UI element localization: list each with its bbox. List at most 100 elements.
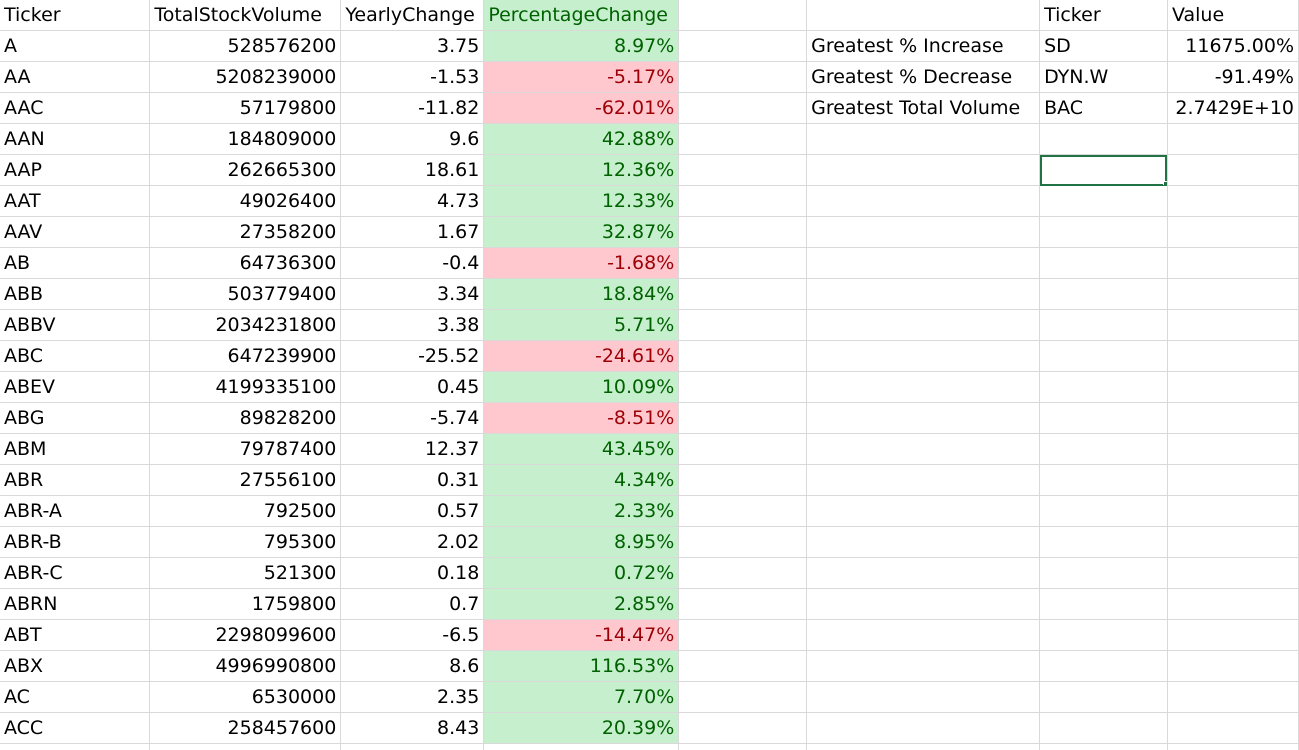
empty-cell[interactable] — [806, 371, 1041, 403]
yearly-change-cell[interactable]: 2.35 — [340, 681, 485, 713]
ticker-cell[interactable]: ABRN — [0, 588, 151, 620]
volume-cell[interactable]: 795300 — [149, 526, 342, 558]
empty-cell[interactable] — [1039, 278, 1168, 310]
yearly-change-cell[interactable]: -11.82 — [340, 92, 485, 124]
empty-cell[interactable] — [483, 743, 680, 750]
percentage-change-cell[interactable]: 5.71% — [483, 309, 680, 341]
empty-cell[interactable] — [340, 743, 485, 750]
empty-cell[interactable] — [806, 650, 1041, 682]
empty-cell[interactable] — [1167, 402, 1299, 434]
yearly-change-cell[interactable]: 9.6 — [340, 123, 485, 155]
percentage-change-cell[interactable]: 4.34% — [483, 464, 680, 496]
yearly-change-cell[interactable]: 18.61 — [340, 154, 485, 186]
empty-cell[interactable] — [678, 712, 808, 744]
empty-cell[interactable] — [806, 247, 1041, 279]
volume-cell[interactable]: 2034231800 — [149, 309, 342, 341]
volume-cell[interactable]: 521300 — [149, 557, 342, 589]
empty-cell[interactable] — [678, 309, 808, 341]
empty-cell[interactable] — [1167, 123, 1299, 155]
volume-cell[interactable]: 4199335100 — [149, 371, 342, 403]
volume-cell[interactable]: 1759800 — [149, 588, 342, 620]
volume-cell[interactable]: 89828200 — [149, 402, 342, 434]
volume-cell[interactable]: 64736300 — [149, 247, 342, 279]
percentage-change-cell[interactable]: -14.47% — [483, 619, 680, 651]
ticker-cell[interactable]: ABB — [0, 278, 151, 310]
percentage-change-cell[interactable]: 12.33% — [483, 185, 680, 217]
empty-cell[interactable] — [1039, 247, 1168, 279]
empty-cell[interactable] — [1167, 650, 1299, 682]
ticker-cell[interactable]: AAP — [0, 154, 151, 186]
percentage-change-cell[interactable]: 8.95% — [483, 526, 680, 558]
empty-cell[interactable] — [1039, 619, 1168, 651]
percentage-change-cell[interactable]: -62.01% — [483, 92, 680, 124]
empty-cell[interactable] — [678, 495, 808, 527]
empty-cell[interactable] — [678, 92, 808, 124]
empty-cell[interactable] — [1039, 402, 1168, 434]
empty-cell[interactable] — [806, 123, 1041, 155]
empty-cell[interactable] — [806, 402, 1041, 434]
ticker-cell[interactable]: ABM — [0, 433, 151, 465]
empty-cell[interactable] — [1039, 340, 1168, 372]
empty-cell[interactable] — [1167, 464, 1299, 496]
empty-cell[interactable] — [806, 681, 1041, 713]
ticker-cell[interactable]: AC — [0, 681, 151, 713]
empty-cell[interactable] — [1167, 743, 1299, 750]
percentage-change-cell[interactable]: 32.87% — [483, 216, 680, 248]
volume-cell[interactable]: 4996990800 — [149, 650, 342, 682]
empty-cell[interactable] — [806, 464, 1041, 496]
volume-cell[interactable]: 2298099600 — [149, 619, 342, 651]
empty-cell[interactable] — [1167, 216, 1299, 248]
empty-cell[interactable] — [678, 185, 808, 217]
volume-cell[interactable]: 79787400 — [149, 433, 342, 465]
empty-cell[interactable] — [806, 278, 1041, 310]
empty-cell[interactable] — [678, 247, 808, 279]
summary-header-ticker[interactable]: Ticker — [1039, 0, 1168, 31]
yearly-change-cell[interactable]: -5.74 — [340, 402, 485, 434]
ticker-cell[interactable]: ABR-C — [0, 557, 151, 589]
percentage-change-cell[interactable]: 12.36% — [483, 154, 680, 186]
active-cell[interactable] — [1039, 154, 1168, 186]
empty-cell[interactable] — [1039, 371, 1168, 403]
empty-cell[interactable] — [678, 340, 808, 372]
empty-cell[interactable] — [1167, 495, 1299, 527]
empty-cell[interactable] — [678, 433, 808, 465]
percentage-change-cell[interactable]: 0.72% — [483, 557, 680, 589]
ticker-cell[interactable]: AAC — [0, 92, 151, 124]
summary-ticker[interactable]: DYN.W — [1039, 61, 1168, 93]
yearly-change-cell[interactable]: 0.57 — [340, 495, 485, 527]
empty-cell[interactable] — [1167, 433, 1299, 465]
percentage-change-cell[interactable]: 43.45% — [483, 433, 680, 465]
empty-cell[interactable] — [1039, 216, 1168, 248]
empty-cell[interactable] — [1039, 433, 1168, 465]
header-yearly-change[interactable]: YearlyChange — [340, 0, 485, 31]
volume-cell[interactable]: 792500 — [149, 495, 342, 527]
empty-cell[interactable] — [1039, 650, 1168, 682]
summary-ticker[interactable]: BAC — [1039, 92, 1168, 124]
empty-cell[interactable] — [806, 185, 1041, 217]
summary-value[interactable]: 2.7429E+10 — [1167, 92, 1299, 124]
percentage-change-cell[interactable]: 18.84% — [483, 278, 680, 310]
yearly-change-cell[interactable]: 2.02 — [340, 526, 485, 558]
empty-cell[interactable] — [678, 464, 808, 496]
empty-cell[interactable] — [1039, 123, 1168, 155]
empty-cell[interactable] — [1167, 526, 1299, 558]
volume-cell[interactable]: 528576200 — [149, 30, 342, 62]
yearly-change-cell[interactable]: 0.45 — [340, 371, 485, 403]
percentage-change-cell[interactable]: 2.85% — [483, 588, 680, 620]
ticker-cell[interactable]: ABG — [0, 402, 151, 434]
empty-cell[interactable] — [678, 681, 808, 713]
empty-cell[interactable] — [1039, 464, 1168, 496]
empty-cell[interactable] — [678, 278, 808, 310]
summary-label[interactable]: Greatest Total Volume — [806, 92, 1041, 124]
volume-cell[interactable]: 6530000 — [149, 681, 342, 713]
empty-cell[interactable] — [1039, 712, 1168, 744]
ticker-cell[interactable]: AAT — [0, 185, 151, 217]
empty-cell[interactable] — [1167, 340, 1299, 372]
yearly-change-cell[interactable]: 0.31 — [340, 464, 485, 496]
empty-cell[interactable] — [678, 650, 808, 682]
empty-cell[interactable] — [806, 712, 1041, 744]
percentage-change-cell[interactable]: -24.61% — [483, 340, 680, 372]
header-total-stock-volume[interactable]: TotalStockVolume — [149, 0, 342, 31]
percentage-change-cell[interactable]: -5.17% — [483, 61, 680, 93]
empty-cell[interactable] — [1167, 371, 1299, 403]
